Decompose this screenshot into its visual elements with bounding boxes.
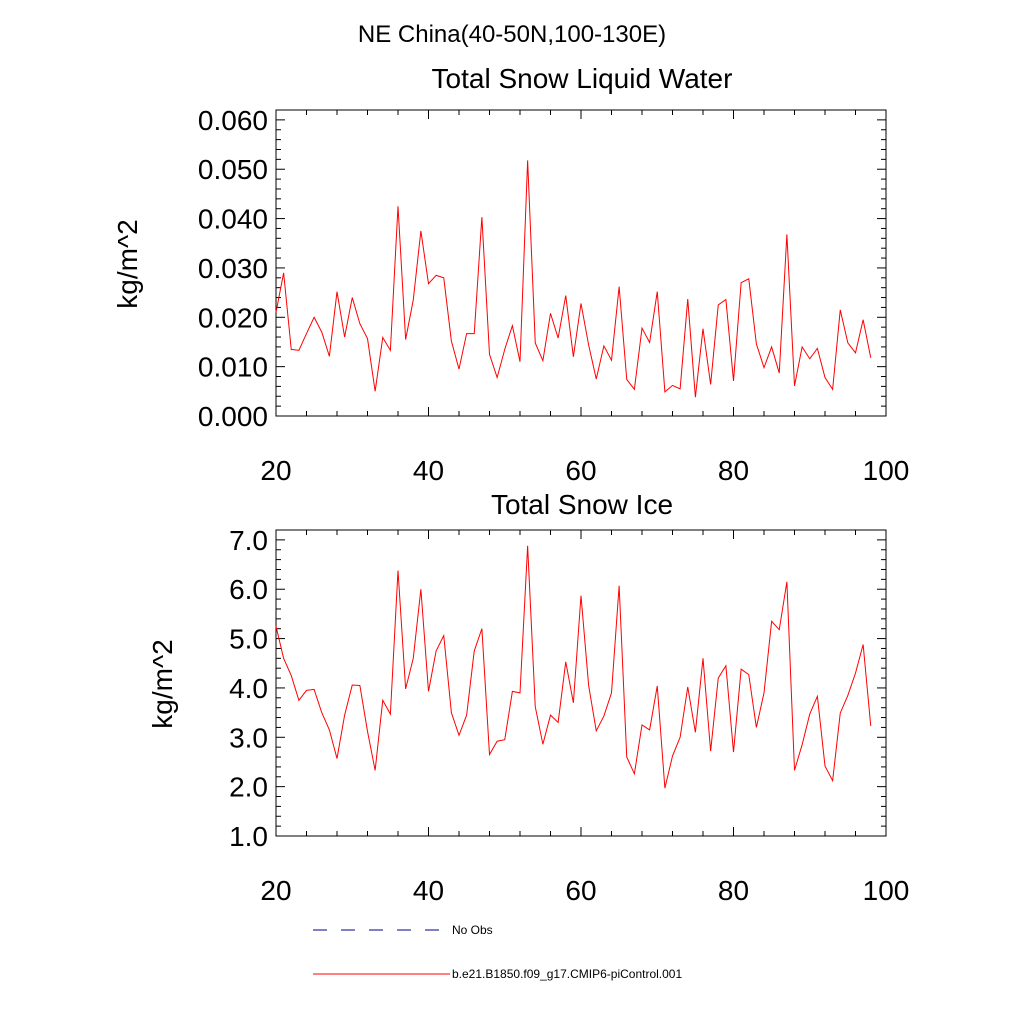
x-tick-label: 60: [565, 455, 596, 486]
y-tick-label: 0.060: [198, 105, 268, 136]
x-tick-label: 100: [863, 455, 910, 486]
legend-label-model: b.e21.B1850.f09_g17.CMIP6-piControl.001: [452, 967, 682, 981]
y-tick-label: 0.030: [198, 253, 268, 284]
x-tick-label: 80: [718, 875, 749, 906]
panel-snow-ice: Total Snow Ice kg/m^2 20 40 60 80 100 1.0 2.0 3…: [147, 489, 909, 906]
y-tick-label: 0.020: [198, 302, 268, 333]
x-tick-label: 60: [565, 875, 596, 906]
x-tick-label: 40: [413, 455, 444, 486]
x-tick-label: 100: [863, 875, 910, 906]
x-tick-label: 80: [718, 455, 749, 486]
x-tick-label: 20: [260, 455, 291, 486]
y-tick-label: 2.0: [229, 772, 268, 803]
y-tick-label: 1.0: [229, 821, 268, 852]
panel-title: Total Snow Ice: [491, 489, 673, 520]
y-axis-label: kg/m^2: [147, 639, 178, 728]
y-axis-label: kg/m^2: [112, 219, 143, 308]
series-line: [275, 160, 872, 398]
series-line: [275, 545, 872, 789]
y-tick-label: 0.000: [198, 401, 268, 432]
plot-frame: [275, 109, 887, 417]
panel-snow-liquid-water: Total Snow Liquid Water kg/m^2 20 40 60 80 1…: [112, 63, 909, 486]
y-tick-label: 0.040: [198, 204, 268, 235]
y-tick-label: 0.010: [198, 352, 268, 383]
y-tick-label: 3.0: [229, 722, 268, 753]
y-tick-label: 5.0: [229, 624, 268, 655]
y-tick-label: 4.0: [229, 673, 268, 704]
plot-frame: [275, 529, 887, 837]
figure-suptitle: NE China(40-50N,100-130E): [358, 21, 666, 48]
panel-title: Total Snow Liquid Water: [432, 63, 733, 94]
y-tick-label: 7.0: [229, 525, 268, 556]
x-tick-label: 20: [260, 875, 291, 906]
x-tick-label: 40: [413, 875, 444, 906]
legend-label-no-obs: No Obs: [452, 923, 493, 937]
y-tick-label: 6.0: [229, 574, 268, 605]
y-tick-label: 0.050: [198, 154, 268, 185]
legend: No Obs b.e21.B1850.f09_g17.CMIP6-piContr…: [313, 923, 682, 981]
